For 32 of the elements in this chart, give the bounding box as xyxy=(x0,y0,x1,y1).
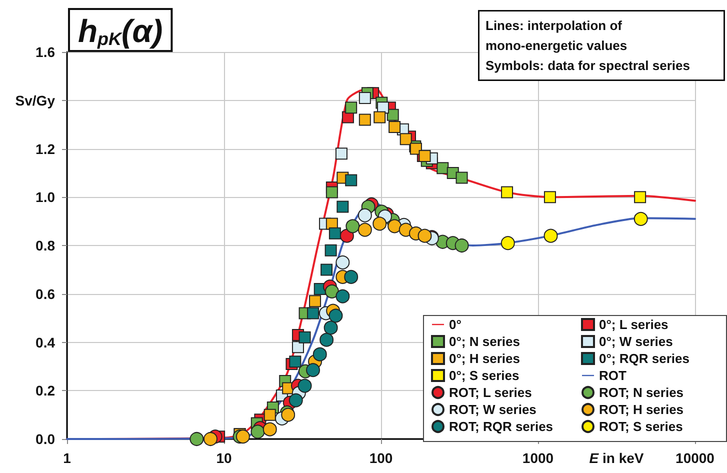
legend-label: 0°; RQR series xyxy=(599,351,690,366)
x-tick-label: 1000 xyxy=(522,450,554,466)
legend-label: 0°; L series xyxy=(599,317,668,332)
y-tick-label: 1.0 xyxy=(36,189,56,206)
legend-label: 0°; N series xyxy=(449,334,520,349)
legend-label: 0° xyxy=(449,317,462,332)
y-tick-label: 0.8 xyxy=(36,238,56,254)
y-tick-label: 0.6 xyxy=(36,286,56,302)
y-tick-label: Sv/Gy xyxy=(15,92,56,108)
legend-label: ROT; W series xyxy=(449,402,536,417)
chart-title: hpK(α) xyxy=(78,13,163,49)
x-tick-label: 10 xyxy=(216,450,232,466)
y-tick-label: 0.4 xyxy=(36,334,56,350)
x-tick-label: 10000 xyxy=(676,450,715,466)
legend-label: 0°; W series xyxy=(599,334,673,349)
y-tick-label: 1.2 xyxy=(36,140,56,157)
annotation: Lines: interpolation of mono-energetic values xyxy=(486,18,628,53)
x-tick-label: 100 xyxy=(369,450,393,466)
legend-label: ROT; H series xyxy=(599,402,684,417)
legend-label: ROT; N series xyxy=(599,385,684,400)
x-axis-title: E in keV xyxy=(589,450,644,466)
legend-label: 0°; H series xyxy=(449,351,520,366)
annotation: Symbols: data for spectral series xyxy=(486,58,690,73)
y-tick-label: 1.6 xyxy=(36,44,56,60)
legend-label: ROT; RQR series xyxy=(449,419,554,434)
y-tick-label: 0.0 xyxy=(36,431,56,447)
y-tick-label: 0.2 xyxy=(36,382,56,399)
legend-label: ROT; L series xyxy=(449,385,532,400)
legend-label: ROT; S series xyxy=(599,419,683,434)
legend-label: ROT xyxy=(599,368,626,383)
legend-label: 0°; S series xyxy=(449,368,520,383)
x-tick-label: 1 xyxy=(63,450,72,466)
